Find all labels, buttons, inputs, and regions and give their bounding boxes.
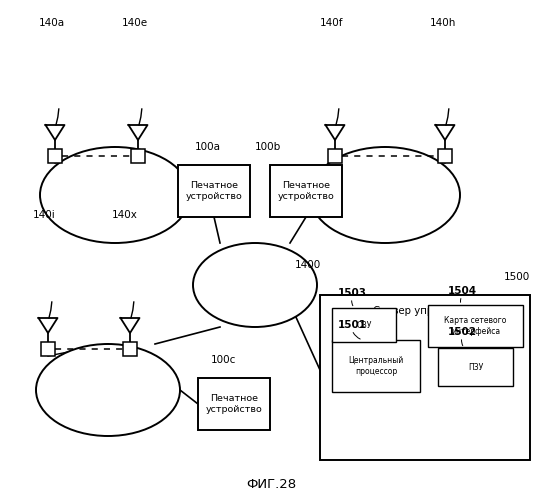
- Text: 140h: 140h: [430, 18, 456, 28]
- Bar: [131, 149, 145, 163]
- Text: 100c: 100c: [211, 355, 237, 365]
- Text: ОЗУ: ОЗУ: [356, 320, 372, 330]
- Text: 1503: 1503: [338, 288, 366, 298]
- Text: 140f: 140f: [320, 18, 344, 28]
- Bar: [198, 378, 270, 430]
- Text: ПЗУ: ПЗУ: [468, 362, 483, 372]
- Text: 140a: 140a: [39, 18, 65, 28]
- Ellipse shape: [36, 344, 180, 436]
- Text: 1502: 1502: [448, 327, 476, 337]
- Text: 140e: 140e: [122, 18, 148, 28]
- Text: 100a: 100a: [195, 142, 221, 152]
- Ellipse shape: [40, 147, 190, 243]
- Bar: [123, 342, 137, 356]
- Text: Сервер управления: Сервер управления: [373, 306, 477, 316]
- Text: 1500: 1500: [504, 272, 530, 282]
- Text: 1504: 1504: [448, 286, 476, 296]
- Bar: [270, 165, 342, 217]
- Bar: [332, 308, 396, 342]
- Text: Печатное
устройство: Печатное устройство: [205, 394, 262, 413]
- Bar: [438, 149, 452, 163]
- Bar: [332, 340, 420, 392]
- Bar: [328, 149, 342, 163]
- Bar: [438, 348, 513, 386]
- Text: Печатное
устройство: Печатное устройство: [185, 182, 242, 201]
- Bar: [41, 342, 55, 356]
- Text: Центральный
процессор: Центральный процессор: [349, 356, 404, 376]
- Bar: [48, 149, 62, 163]
- Text: 1501: 1501: [338, 320, 366, 330]
- Text: 140i: 140i: [33, 210, 55, 220]
- Text: 140x: 140x: [112, 210, 138, 220]
- Text: Печатное
устройство: Печатное устройство: [278, 182, 334, 201]
- Ellipse shape: [310, 147, 460, 243]
- Text: Карта сетевого
интерфейса: Карта сетевого интерфейса: [444, 316, 507, 336]
- Bar: [320, 295, 530, 460]
- Text: 1400: 1400: [295, 260, 321, 270]
- Bar: [178, 165, 250, 217]
- Ellipse shape: [193, 243, 317, 327]
- Text: ФИГ.28: ФИГ.28: [246, 478, 296, 492]
- Bar: [428, 305, 523, 347]
- Text: 100b: 100b: [255, 142, 281, 152]
